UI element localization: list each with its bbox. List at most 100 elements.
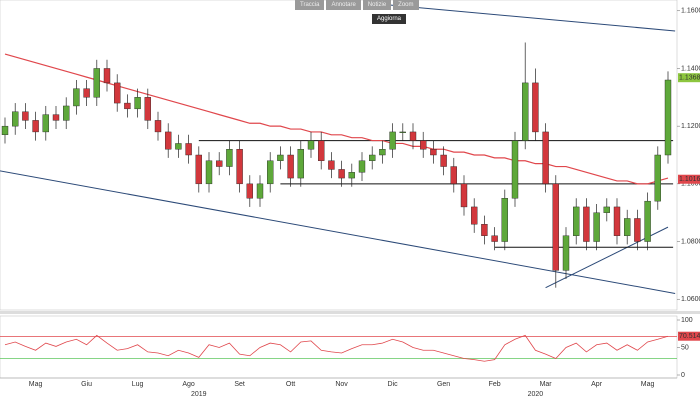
candle-body [399, 131, 406, 133]
candle-body [215, 160, 223, 167]
toolbar-button[interactable]: Annotare [326, 0, 361, 10]
price-tag [678, 331, 700, 341]
candle-body [307, 140, 315, 150]
candle-body [32, 120, 39, 133]
candle-body [338, 169, 345, 179]
candle-body [11, 111, 19, 127]
candle-body [236, 149, 243, 185]
candle-body [297, 149, 304, 179]
candle-body [613, 206, 621, 236]
toolbar-button[interactable]: Zoom [393, 0, 419, 10]
x-tick-label: Feb [489, 381, 501, 388]
candle-body [440, 154, 447, 167]
candle-body [1, 125, 9, 136]
candle-body [267, 160, 274, 185]
price-pane [0, 0, 678, 311]
candle-body [93, 68, 101, 98]
candle-body [113, 82, 121, 104]
candle-body [73, 88, 80, 107]
candle-body [256, 183, 264, 199]
x-tick-label: Ott [286, 381, 295, 388]
price-tag-label: 70.5149 [679, 333, 700, 340]
x-tick-label: Nov [335, 381, 348, 388]
y-tick-label: 1.0600 [681, 296, 700, 303]
candle-body [277, 154, 284, 161]
candle-body [471, 206, 478, 225]
candle-body [164, 131, 172, 150]
toolbar-button[interactable]: Notizie [362, 0, 392, 10]
candle-body [134, 97, 141, 110]
candle-body [369, 154, 376, 161]
candle-body [654, 154, 661, 202]
candle-body [195, 154, 203, 185]
candle-body [409, 131, 417, 141]
x-tick-label: Mar [540, 381, 553, 388]
candle-body [358, 160, 366, 173]
candle-body [287, 154, 294, 179]
candle-body [501, 198, 508, 242]
rsi-line [4, 334, 669, 362]
candle-body [175, 143, 182, 150]
candle-body [562, 235, 570, 271]
trendline [0, 170, 676, 294]
refresh-button[interactable]: Aggiorna [372, 14, 407, 24]
candle-body [460, 183, 468, 208]
candle-body [522, 82, 529, 141]
candle-body [583, 206, 590, 242]
candle-body [573, 206, 580, 236]
candle-body [63, 105, 70, 121]
candle-body [154, 120, 162, 133]
candle-body [348, 172, 355, 179]
x-tick-label: Dic [388, 381, 399, 388]
price-tag-label: 1.1016 [679, 176, 700, 183]
candle-body [420, 140, 427, 150]
candle-body [226, 149, 233, 167]
pane-separator [0, 311, 700, 314]
indicator-pane [0, 315, 678, 379]
candle-body [83, 88, 90, 98]
candle-body [481, 224, 488, 236]
candle-body [634, 218, 641, 242]
y-tick-label: 1.1400 [681, 65, 700, 72]
candle-body [379, 149, 386, 156]
candle-body [389, 131, 396, 150]
candle-body [593, 212, 600, 242]
candle-body [624, 218, 631, 236]
candle-body [603, 206, 610, 213]
candle-body [664, 79, 672, 156]
candle-body [430, 149, 437, 156]
trendline [389, 4, 676, 32]
y-tick-label: 1.1200 [681, 123, 700, 130]
candle-body [103, 68, 111, 84]
x-tick-label: Mag [641, 381, 655, 388]
price-tag [678, 73, 700, 83]
x-tick-label: Mag [29, 381, 43, 388]
candle-body [511, 140, 519, 199]
candle-body [52, 114, 60, 121]
x-tick-label: Apr [591, 381, 603, 388]
price-tag [678, 174, 700, 184]
candle-body [491, 235, 498, 242]
candle-body [542, 131, 549, 185]
y-tick-label: 0 [681, 372, 685, 379]
x-tick-label: Set [234, 381, 245, 388]
candle-body [185, 143, 192, 156]
x-tick-label: Gen [437, 381, 450, 388]
y-tick-label: 1.1000 [681, 181, 700, 188]
year-label: 2020 [528, 391, 544, 398]
candle-body [22, 111, 29, 121]
year-label: 2019 [191, 391, 207, 398]
toolbar-button[interactable]: Traccia [295, 0, 325, 10]
candle-body [532, 82, 539, 133]
x-tick-label: Giu [81, 381, 92, 388]
candle-body [318, 140, 325, 161]
candle-body [205, 160, 213, 185]
candle-body [450, 166, 457, 185]
y-tick-label: 1.0800 [681, 238, 700, 245]
y-tick-label: 100 [681, 317, 693, 324]
x-tick-label: Lug [132, 381, 144, 388]
candle-body [644, 200, 651, 242]
